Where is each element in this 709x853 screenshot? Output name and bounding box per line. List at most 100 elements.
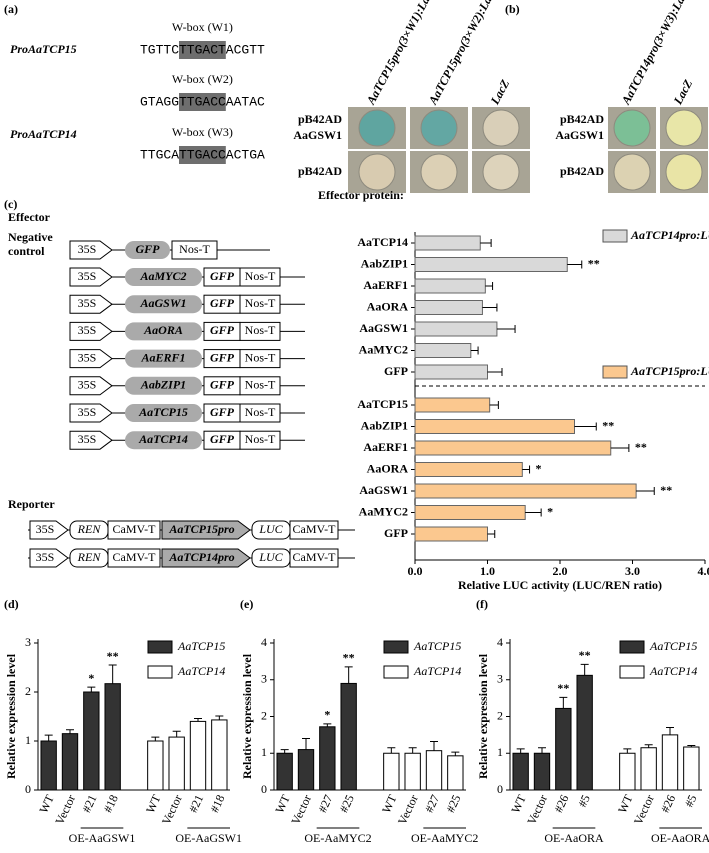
bar [319, 726, 336, 791]
section-title: Negative [8, 230, 53, 244]
x-tick-label: WT [143, 792, 164, 815]
gene: REN [77, 522, 102, 536]
gene-shape [125, 431, 202, 450]
error-bar [538, 747, 546, 754]
terminator-shape [239, 294, 281, 314]
sequence: GTAGG [140, 94, 179, 109]
legend-swatch [383, 665, 409, 679]
error-bar [344, 666, 353, 684]
significance: ** [557, 681, 569, 695]
terminator: Nos-T [245, 323, 276, 337]
x-tick-label: WT [36, 792, 57, 815]
x-tick-label: Vector [631, 793, 657, 827]
x-tick-label: WT [508, 792, 529, 815]
row-label: pB42AD [298, 112, 342, 126]
sequence-core: TTGACC [179, 94, 226, 109]
terminator: Nos-T [245, 296, 276, 310]
error-bar [470, 346, 479, 355]
x-tick-label: WT [615, 792, 636, 815]
bar [576, 674, 593, 791]
terminator: Nos-T [245, 378, 276, 392]
reporter-promoter: AaTCP14pro [168, 550, 234, 564]
yeast-spot [665, 109, 703, 147]
y-tick-label: AaGSW1 [359, 321, 408, 335]
tag: GFP [210, 405, 235, 419]
promoter-shape [69, 403, 113, 423]
x-tick-label: #5 [682, 793, 700, 810]
bar [83, 691, 100, 791]
bar [414, 483, 637, 499]
panel-label: (a) [4, 2, 18, 16]
w-box-label: W-box (W3) [172, 125, 233, 139]
x-tick-label: #21 [186, 793, 206, 815]
x-tick-label: #18 [207, 793, 227, 815]
error-bar [666, 727, 674, 735]
yeast-spot [358, 109, 396, 147]
error-bar [636, 487, 655, 495]
bar [189, 720, 207, 791]
promoter-shape [69, 349, 113, 369]
sequence: TTGCA [140, 147, 179, 162]
column-header: LacZ [670, 77, 695, 108]
bar [414, 397, 491, 413]
row-label: pB42AD [560, 112, 604, 126]
significance: * [536, 461, 542, 475]
w-box-highlight [179, 41, 226, 59]
promoter-shape [69, 376, 113, 396]
legend-label: AaTCP14 [413, 664, 461, 678]
error-bar [516, 748, 525, 754]
y-tick-label: AaTCP15 [357, 397, 408, 411]
x-tick-label: 3.0 [625, 564, 640, 578]
bar [383, 752, 400, 791]
terminator: Nos-T [245, 432, 276, 446]
terminator: Nos-T [179, 242, 210, 256]
terminator: Nos-T [245, 269, 276, 283]
bar [104, 683, 121, 791]
w-box-label: W-box (W1) [172, 20, 233, 34]
legend-swatch [147, 640, 173, 654]
promoter-shape [69, 321, 113, 341]
error-bar [302, 738, 310, 750]
significance: ** [588, 256, 600, 270]
terminator-shape [239, 349, 281, 369]
significance: * [547, 504, 553, 518]
tag: GFP [210, 323, 235, 337]
bar [512, 752, 529, 791]
x-tick-label: WT [379, 792, 400, 815]
terminator: CaMV-T [113, 550, 157, 564]
terminator-shape [107, 548, 161, 568]
error-bar [480, 239, 492, 247]
x-tick-label: #26 [551, 793, 571, 815]
y-tick-label: AaERF1 [363, 278, 408, 292]
y-tick-label: 2 [497, 708, 503, 722]
gene: LUC [258, 522, 283, 536]
gene: LUC [258, 550, 283, 564]
bar [414, 526, 488, 542]
tag: GFP [210, 378, 235, 392]
sequence: AATAC [226, 94, 265, 109]
y-axis-label: Relative expression level [476, 653, 490, 779]
error-bar [215, 715, 224, 720]
legend-label: AaTCP14 [649, 664, 697, 678]
group-label: OE-AaGSW1 [175, 831, 242, 845]
legend-swatch [619, 640, 645, 654]
row-label: pB42AD [560, 164, 604, 178]
x-tick-label: 2.0 [553, 564, 568, 578]
promoter-shape [29, 548, 69, 568]
sequence: ACTGA [226, 147, 265, 162]
legend-label: AaTCP14 [177, 664, 225, 678]
terminator-shape [239, 376, 281, 396]
promoter: 35S [78, 242, 97, 256]
yeast-spot [420, 109, 458, 147]
column-header: LacZ [487, 77, 512, 108]
gene-shape [125, 241, 170, 259]
error-bar [580, 663, 589, 676]
bar [61, 733, 79, 791]
y-tick-label: 2 [25, 684, 31, 698]
gene-shape [125, 349, 202, 368]
error-bar [489, 401, 499, 409]
x-tick-label: #26 [658, 793, 678, 815]
w-box-label: W-box (W2) [172, 72, 233, 86]
x-tick-label: Vector [159, 793, 185, 827]
y-tick-label: 0 [25, 782, 31, 796]
